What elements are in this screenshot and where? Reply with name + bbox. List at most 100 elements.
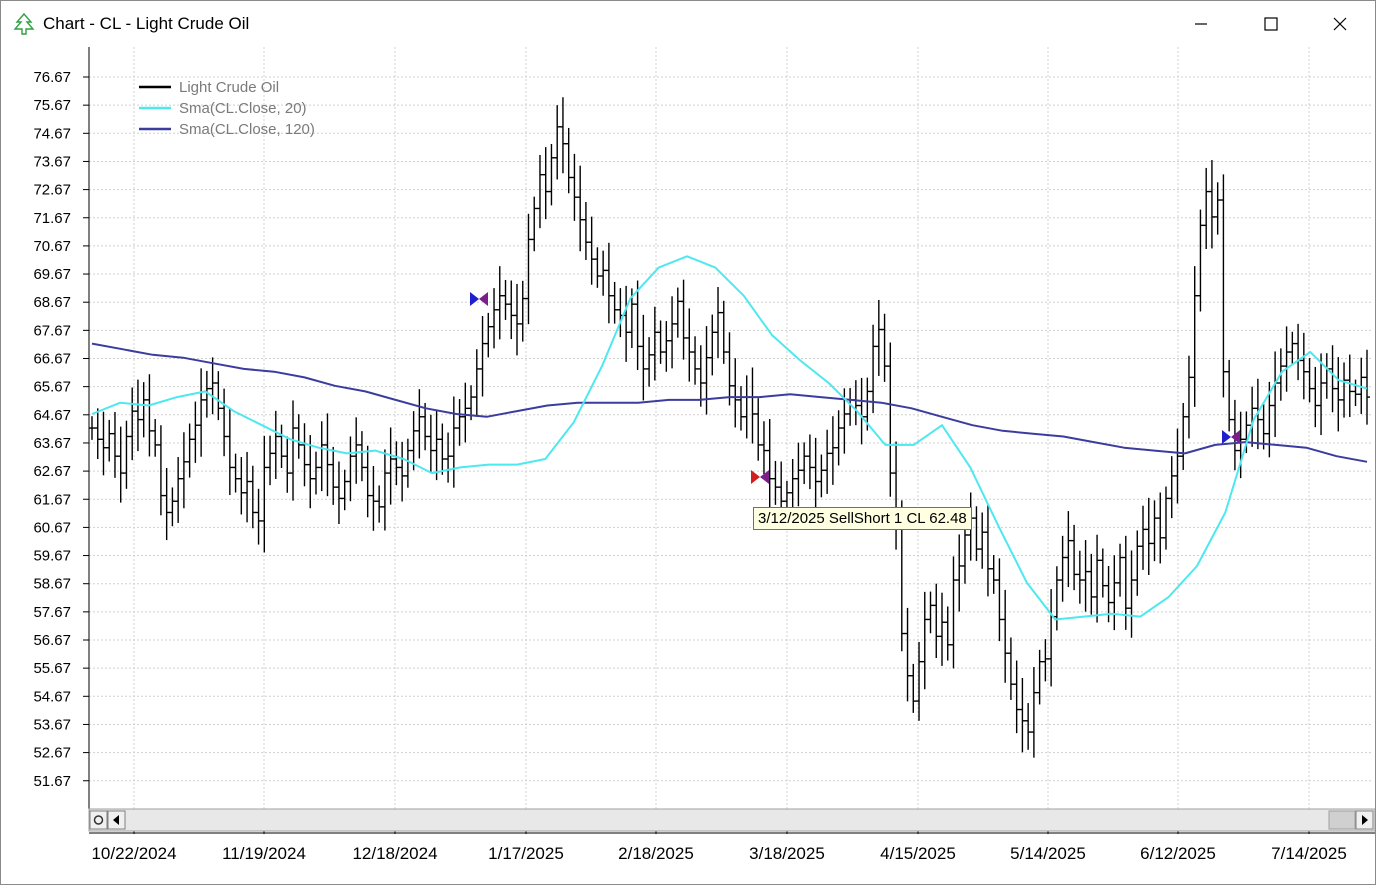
ohlc-bar (491, 288, 498, 349)
maximize-icon (1264, 17, 1278, 31)
ohlc-bar (209, 357, 216, 415)
trade-marker[interactable] (470, 292, 488, 306)
close-button[interactable] (1305, 1, 1375, 47)
ohlc-bar (904, 607, 911, 702)
ohlc-bar (1214, 182, 1221, 235)
ohlc-bar (226, 408, 233, 496)
ohlc-bar (984, 504, 991, 597)
ohlc-bar (582, 201, 589, 260)
ohlc-bar (192, 401, 199, 463)
ohlc-bar (732, 358, 739, 428)
ohlc-bar (1013, 660, 1020, 734)
ohlc-bar (514, 283, 520, 356)
ohlc-bar (1329, 345, 1336, 413)
ohlc-bar (433, 409, 440, 481)
ohlc-bar (525, 213, 532, 325)
ohlc-bar (651, 306, 658, 381)
ohlc-bar (267, 435, 274, 486)
ohlc-bar (1306, 357, 1313, 403)
ohlc-bar (939, 592, 945, 666)
ohlc-bar (1128, 550, 1135, 638)
ohlc-bar (887, 342, 894, 497)
sma20-line (91, 255, 1368, 621)
ohlc-bar (1111, 555, 1118, 631)
y-tick-label: 64.67 (33, 407, 71, 424)
ohlc-bar (979, 512, 986, 569)
ohlc-bar (353, 417, 360, 484)
ohlc-bar (812, 437, 819, 512)
ohlc-bar (531, 196, 538, 252)
ohlc-bar (1002, 589, 1009, 683)
y-tick-label: 63.67 (33, 435, 71, 452)
ohlc-bar (1007, 637, 1014, 700)
ohlc-bar (272, 410, 279, 479)
ohlc-bar (324, 413, 331, 497)
ohlc-bar (508, 280, 515, 340)
ohlc-bar (536, 154, 543, 229)
minimize-button[interactable] (1166, 1, 1236, 47)
ohlc-bar (198, 368, 205, 457)
ohlc-bar (1260, 403, 1267, 450)
y-tick-label: 54.67 (33, 688, 71, 705)
ohlc-bar (950, 556, 957, 669)
ohlc-bar (1162, 486, 1169, 550)
ohlc-bar (175, 457, 182, 523)
maximize-button[interactable] (1236, 1, 1306, 47)
ohlc-bar (1208, 160, 1215, 249)
ohlc-bar (479, 315, 486, 397)
x-tick-label: 7/14/2025 (1271, 844, 1347, 863)
ohlc-bar (559, 97, 566, 174)
chart-area[interactable]: 76.67 75.67 74.67 73.67 72.67 71.67 70.67 69.67… (1, 47, 1376, 884)
scroll-settings-button[interactable] (89, 810, 108, 830)
ohlc-bar (927, 591, 934, 634)
ohlc-bar (422, 402, 429, 451)
ohlc-bar (519, 280, 526, 342)
y-tick-label: 60.67 (33, 519, 71, 536)
ohlc-bar (111, 411, 118, 478)
tree-icon (13, 13, 35, 35)
legend-label: Light Crude Oil (179, 79, 279, 96)
y-tick-label: 68.67 (33, 294, 71, 311)
ohlc-bar (542, 147, 549, 220)
ohlc-bar (795, 442, 802, 507)
scroll-left-icon (113, 815, 119, 825)
ohlc-bar (1185, 355, 1192, 439)
title-bar[interactable]: Chart - CL - Light Crude Oil (1, 1, 1375, 47)
ohlc-bar (835, 410, 842, 466)
ohlc-bar (674, 287, 681, 338)
ohlc-bar (468, 385, 475, 421)
scrollbar-thumb (1328, 810, 1356, 830)
ohlc-bar (1191, 266, 1198, 407)
ohlc-bar (1105, 565, 1112, 623)
ohlc-bar (1094, 534, 1101, 623)
ohlc-bar (238, 457, 245, 515)
price-chart[interactable]: 76.67 75.67 74.67 73.67 72.67 71.67 70.67 69.67… (1, 47, 1376, 884)
ohlc-bar (1237, 411, 1244, 479)
scroll-right-button[interactable] (1355, 810, 1374, 830)
scroll-left-button[interactable] (107, 810, 126, 830)
ohlc-bar (881, 313, 888, 382)
y-tick-label: 52.67 (33, 745, 71, 762)
ohlc-bar (801, 442, 808, 485)
ohlc-bar (456, 399, 463, 446)
ohlc-bar (944, 606, 951, 661)
close-icon (1333, 17, 1347, 31)
ohlc-bar (330, 446, 337, 505)
y-tick-label: 58.67 (33, 576, 71, 593)
ohlc-bar (824, 429, 831, 494)
ohlc-bar (152, 419, 159, 457)
trade-marker[interactable] (751, 470, 769, 484)
ohlc-bar (186, 423, 193, 478)
ohlc-bar (1300, 332, 1307, 400)
ohlc-bar (1318, 353, 1325, 436)
y-tick-label: 67.67 (33, 322, 71, 339)
ohlc-bar (1352, 379, 1359, 407)
ohlc-bar (1065, 511, 1072, 588)
y-tick-label: 69.67 (33, 266, 71, 283)
ohlc-bar (427, 414, 434, 473)
ohlc-bar (232, 453, 239, 493)
ohlc-bar (760, 421, 767, 475)
trade-marker[interactable] (1222, 430, 1240, 444)
ohlc-bar (1036, 649, 1043, 705)
ohlc-bar (502, 279, 509, 320)
